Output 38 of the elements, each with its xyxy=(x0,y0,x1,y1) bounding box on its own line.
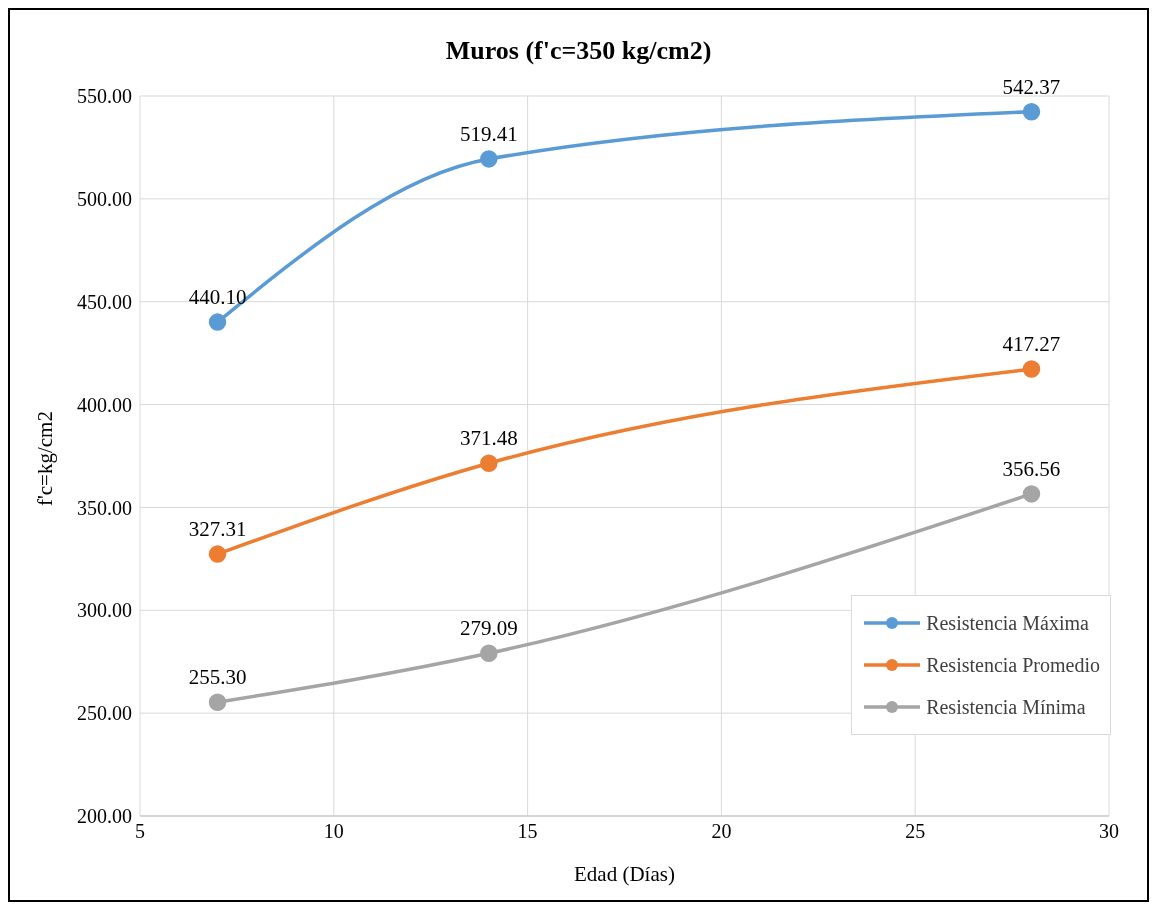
point xyxy=(1022,102,1041,121)
x-tick-label: 5 xyxy=(135,820,145,843)
data-label: 417.27 xyxy=(1002,332,1061,357)
x-tick-label: 15 xyxy=(517,820,538,843)
legend-label: Resistencia Máxima xyxy=(926,611,1089,635)
y-tick-label: 400.00 xyxy=(77,393,132,416)
x-tick-label: 10 xyxy=(323,820,344,843)
point xyxy=(208,545,227,563)
data-label: 356.56 xyxy=(1002,456,1061,481)
x-tick-label: 30 xyxy=(1099,820,1119,843)
point xyxy=(1022,360,1041,378)
legend-label: Resistencia Mínima xyxy=(926,695,1086,719)
point xyxy=(480,644,498,663)
point xyxy=(1022,485,1041,503)
point xyxy=(480,150,498,168)
point xyxy=(208,313,227,331)
data-label: 371.48 xyxy=(459,426,518,451)
chart-title: Muros (f'c=350 kg/cm2) xyxy=(444,36,713,66)
point xyxy=(208,693,227,711)
y-tick-label: 550.00 xyxy=(77,85,132,108)
x-tick-label: 25 xyxy=(905,820,926,843)
data-label: 327.31 xyxy=(188,517,247,542)
data-label: 255.30 xyxy=(188,665,247,690)
data-label: 519.41 xyxy=(459,121,518,146)
data-label: 440.10 xyxy=(188,285,247,310)
y-tick-label: 250.00 xyxy=(77,702,132,725)
y-tick-label: 450.00 xyxy=(77,290,132,313)
y-axis-title: f'c=kg/cm2 xyxy=(33,411,58,506)
y-tick-label: 350.00 xyxy=(77,496,132,519)
y-tick-label: 200.00 xyxy=(77,805,132,828)
y-tick-label: 300.00 xyxy=(77,599,132,622)
x-tick-label: 20 xyxy=(711,820,732,843)
y-tick-label: 500.00 xyxy=(77,187,132,210)
point xyxy=(480,454,498,472)
x-axis-title: Edad (Días) xyxy=(574,862,675,886)
data-label: 542.37 xyxy=(1002,74,1061,99)
legend-label: Resistencia Promedio xyxy=(926,653,1100,677)
data-label: 279.09 xyxy=(459,616,518,641)
